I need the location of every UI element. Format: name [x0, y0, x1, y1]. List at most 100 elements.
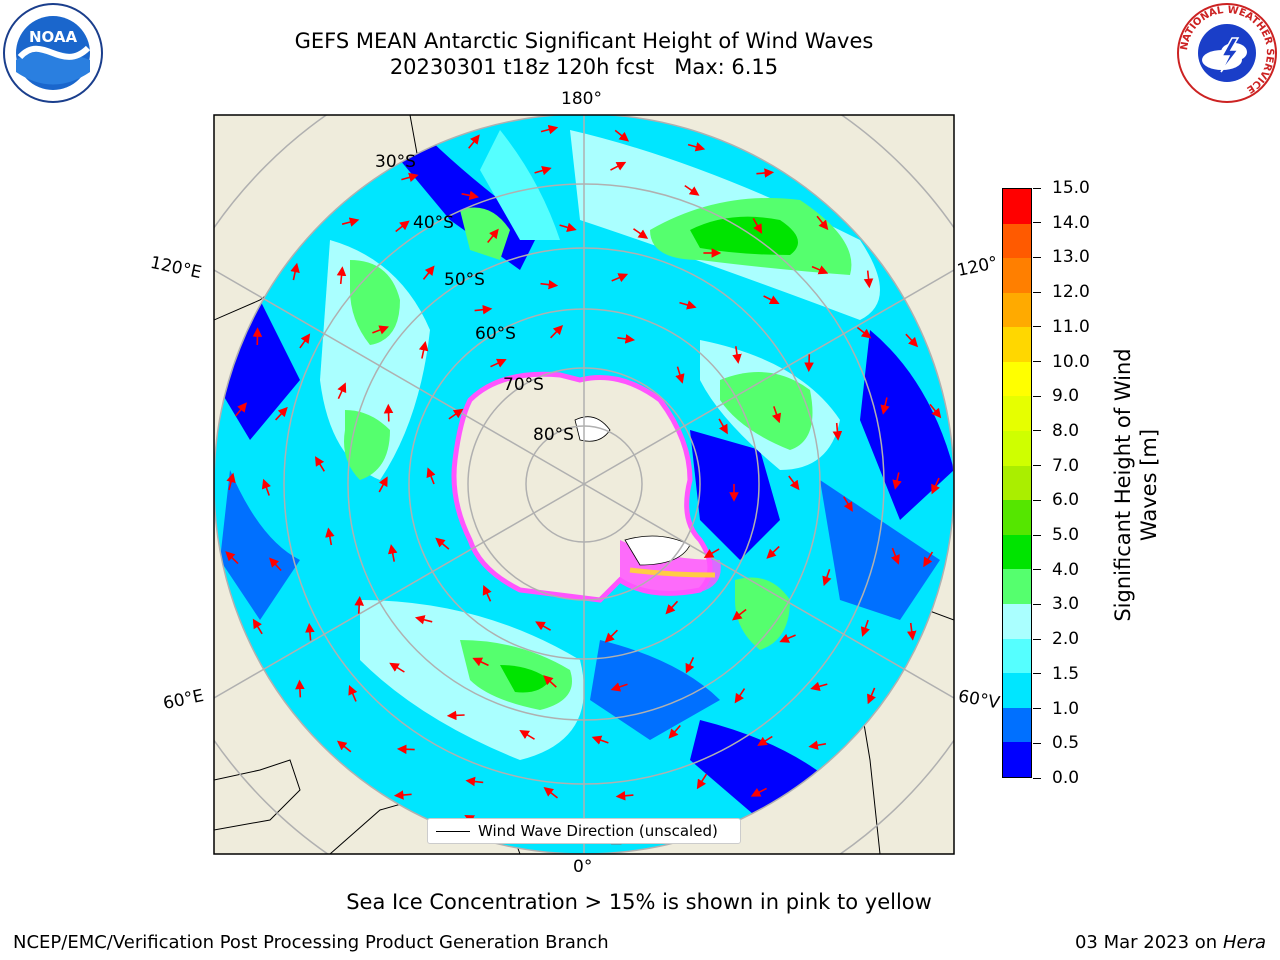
wind-wave-arrow — [336, 266, 347, 284]
colorbar-segment — [1003, 292, 1031, 328]
wind-wave-arrow — [395, 220, 410, 233]
wind-wave-arrow — [261, 478, 271, 496]
wind-wave-arrow — [325, 527, 335, 546]
colorbar-tick-mark — [1033, 430, 1041, 432]
wind-wave-arrow — [519, 730, 535, 740]
wind-wave-arrow — [892, 472, 902, 490]
lat-label-30s: 30°S — [375, 152, 416, 172]
colorbar-segment — [1003, 673, 1031, 708]
colorbar-tick-mark — [1033, 534, 1041, 536]
lat-label-40s: 40°S — [413, 213, 454, 233]
wind-wave-arrow — [372, 325, 389, 335]
colorbar-segment — [1003, 223, 1031, 259]
wind-wave-arrow — [860, 619, 870, 637]
colorbar-tick-mark — [1033, 777, 1041, 779]
wind-wave-arrow — [808, 740, 827, 750]
colorbar-tick-mark — [1033, 673, 1041, 675]
sea-ice-high — [629, 567, 716, 578]
colorbar-segment — [1003, 327, 1031, 362]
wind-wave-arrow — [604, 629, 618, 643]
colorbar-tick-label: 7.0 — [1052, 455, 1080, 476]
colorbar-tick-mark — [1033, 291, 1041, 293]
colorbar-tick-label: 0.0 — [1052, 768, 1080, 788]
wind-wave-arrow — [305, 622, 315, 641]
colorbar-tick-label: 3.0 — [1052, 594, 1080, 615]
wind-wave-arrow — [684, 184, 700, 196]
colorbar-tick-mark — [1033, 326, 1041, 328]
colorbar-segment — [1003, 465, 1031, 501]
wind-wave-arrow — [461, 190, 480, 201]
footer-credit: NCEP/EMC/Verification Post Processing Pr… — [13, 932, 609, 953]
wind-wave-arrow — [474, 304, 493, 315]
wind-wave-arrow — [863, 270, 874, 289]
wind-wave-arrow — [732, 608, 747, 621]
footer-date: 03 Mar 2023 on Hera — [1075, 932, 1266, 953]
wind-wave-arrow — [931, 477, 940, 495]
wind-wave-arrow — [299, 333, 311, 349]
colorbar-segment — [1003, 707, 1031, 743]
lon-label-180: 180° — [561, 89, 602, 109]
wind-wave-arrow — [905, 333, 919, 348]
wind-wave-arrow — [534, 165, 552, 176]
colorbar-tick-label: 0.5 — [1052, 733, 1080, 754]
wind-wave-arrow — [468, 134, 480, 149]
colorbar-tick-label: 13.0 — [1052, 247, 1090, 268]
lat-label-60s: 60°S — [475, 324, 516, 344]
colorbar-tick-label: 11.0 — [1052, 316, 1090, 337]
legend-line-swatch — [436, 830, 470, 832]
wind-wave-arrow — [234, 402, 247, 417]
wind-wave-arrow — [378, 476, 388, 493]
colorbar-segment — [1003, 534, 1031, 570]
colorbar-tick-mark — [1033, 222, 1041, 224]
colorbar-tick-mark — [1033, 395, 1041, 397]
noaa-logo: NOAA — [3, 3, 103, 103]
wind-wave-arrow — [610, 682, 628, 692]
colorbar-segment — [1003, 742, 1031, 777]
wind-wave-arrow — [446, 710, 465, 721]
colorbar-tick-mark — [1033, 742, 1041, 744]
wind-wave-arrow — [832, 422, 843, 441]
colorbar-tick-mark — [1033, 465, 1041, 467]
sea-ice-note: Sea Ice Concentration > 15% is shown in … — [346, 890, 932, 914]
colorbar-segment — [1003, 500, 1031, 535]
map-legend: Wind Wave Direction (unscaled) — [427, 818, 741, 844]
wind-wave-arrow — [559, 222, 577, 232]
graticule — [214, 115, 954, 854]
wind-wave-arrow — [337, 382, 347, 400]
wind-wave-arrow — [668, 724, 681, 739]
wind-wave-arrow — [788, 475, 800, 491]
wind-wave-arrow — [543, 786, 558, 799]
chart-title: GEFS MEAN Antarctic Significant Height o… — [294, 29, 874, 53]
wind-wave-arrow — [393, 790, 412, 800]
map-frame-contents — [214, 115, 954, 854]
wind-wave-arrow — [763, 295, 780, 305]
wind-wave-arrow — [703, 548, 720, 559]
colorbar-tick-mark — [1033, 708, 1041, 710]
legend-label: Wind Wave Direction (unscaled) — [478, 822, 718, 840]
colorbar-tick-label: 5.0 — [1052, 525, 1080, 546]
footer-date-text: 03 Mar 2023 on — [1074, 932, 1218, 953]
wind-wave-arrow — [336, 740, 352, 753]
wind-wave-arrow — [675, 366, 685, 384]
wind-wave-arrow — [880, 397, 890, 415]
wind-wave-arrow — [610, 161, 627, 171]
colorbar-tick-mark — [1033, 569, 1041, 571]
wind-wave-arrow — [226, 472, 236, 491]
wind-wave-arrow — [810, 681, 828, 691]
footer-host: Hera — [1222, 932, 1266, 953]
wind-wave-arrow — [685, 657, 695, 674]
madagascar-land — [214, 759, 301, 831]
colorbar-tick-label: 12.0 — [1052, 282, 1090, 303]
wind-wave-arrow — [750, 787, 767, 797]
colorbar-tick-label: 8.0 — [1052, 420, 1080, 441]
colorbar-segment — [1003, 569, 1031, 605]
wind-wave-arrow — [275, 406, 288, 421]
colorbar-tick-label: 1.5 — [1052, 663, 1080, 684]
wind-wave-arrow — [290, 262, 300, 281]
wind-wave-arrow — [490, 358, 507, 368]
wind-wave-arrow — [679, 300, 697, 310]
wind-wave-arrow — [771, 406, 782, 424]
colorbar-tick-label: 1.0 — [1052, 698, 1080, 719]
wind-wave-arrows — [225, 124, 942, 845]
